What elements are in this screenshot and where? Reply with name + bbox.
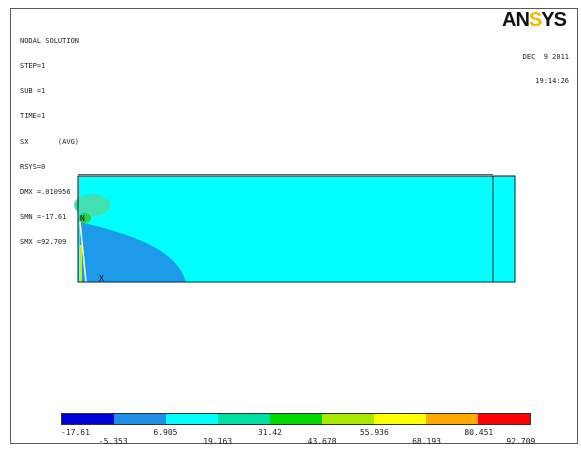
legend-label: 31.42 — [257, 428, 282, 437]
legend-label: 6.905 — [153, 428, 178, 437]
ansys-logo: ANSYS — [502, 9, 567, 31]
solution-title: NODAL SOLUTION — [20, 36, 80, 45]
rsys-line: RSYS=0 — [20, 162, 46, 171]
legend-swatch — [374, 414, 426, 424]
legend-label: 43.678 — [307, 437, 337, 446]
low-stress-region — [80, 222, 186, 282]
smn-line: SMN =-17.61 — [20, 213, 67, 222]
dmx-line: DMX =.010956 — [20, 188, 71, 197]
legend-label: 68.193 — [412, 437, 441, 446]
step-line: STEP=1 — [20, 62, 46, 71]
hot-spot-inner — [79, 213, 91, 223]
legend-swatch — [426, 414, 478, 424]
min-marker: N — [80, 214, 85, 223]
legend-label: 92.709 — [506, 437, 536, 446]
time-text: 19:14:26 — [535, 77, 569, 85]
timestamp-block: DEC 9 2011 19:14:26 — [523, 37, 569, 93]
legend-label: 80.451 — [464, 428, 494, 437]
legend-swatch — [166, 414, 218, 424]
legend-swatch — [322, 414, 374, 424]
hot-spot-outer — [74, 194, 110, 216]
sub-line: SUB =1 — [20, 87, 46, 96]
component-line: SX (AVG) — [20, 137, 80, 146]
smx-line: SMX =92.709 — [20, 238, 67, 247]
legend-label: 19.163 — [203, 437, 233, 446]
solution-info-block: NODAL SOLUTION STEP=1 SUB =1 TIME=1 SX (… — [20, 20, 79, 255]
legend-swatch — [114, 414, 166, 424]
legend-swatch — [478, 414, 530, 424]
max-marker: X — [99, 274, 104, 283]
legend-label: 55.936 — [359, 428, 389, 437]
legend-label: -5.353 — [98, 437, 128, 446]
color-legend — [61, 413, 531, 425]
edge-line — [79, 221, 87, 283]
edge-strip — [79, 245, 82, 282]
model-outline — [77, 175, 516, 283]
time-line: TIME=1 — [20, 112, 46, 121]
legend-swatch — [62, 414, 114, 424]
legend-label: -17.61 — [61, 428, 90, 437]
legend-swatch — [218, 414, 270, 424]
legend-swatch — [270, 414, 322, 424]
date-text: DEC 9 2011 — [522, 53, 569, 61]
